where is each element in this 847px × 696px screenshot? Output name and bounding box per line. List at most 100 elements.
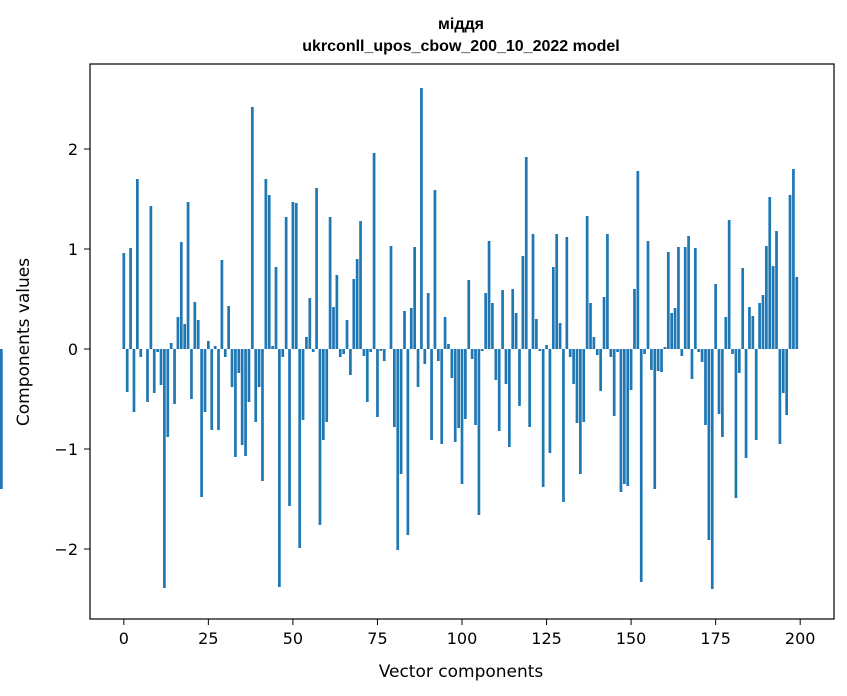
bar-component-12 <box>163 349 166 588</box>
bar-component-170 <box>697 349 701 352</box>
bar-component-77 <box>382 349 386 361</box>
bar-component-17 <box>179 242 183 349</box>
bar-component-112 <box>501 290 504 349</box>
bar-component-191 <box>768 197 772 349</box>
bar-component-176 <box>717 349 721 414</box>
bar-component-34 <box>237 349 241 373</box>
bar-component-179 <box>727 220 731 349</box>
bar-component-147 <box>619 349 623 492</box>
bar-component-162 <box>670 313 674 349</box>
bar-component-197 <box>788 195 792 349</box>
bar-component-127 <box>551 267 555 349</box>
bar-component-138 <box>589 303 592 349</box>
bar-component-166 <box>683 247 687 349</box>
x-tick-label: 200 <box>785 629 816 648</box>
bar-component-107 <box>484 293 488 349</box>
bar-component-55 <box>308 298 312 349</box>
bar-component-141 <box>599 349 603 391</box>
bar-component-67 <box>349 349 352 375</box>
bar-component-52 <box>298 349 302 548</box>
bar-component-134 <box>575 349 579 423</box>
bar-component-151 <box>633 289 636 349</box>
bar-component-144 <box>609 349 613 357</box>
bar-component-188 <box>758 303 761 349</box>
bar-component-130 <box>562 349 565 502</box>
bar-component-56 <box>311 349 315 352</box>
bar-component-128 <box>555 234 559 349</box>
bar-component-174 <box>710 349 714 589</box>
x-tick-label: 150 <box>616 629 647 648</box>
bar-component-7 <box>146 349 149 402</box>
x-axis-ticks: 0 25 50 75 100 125 150 175 200 <box>119 619 816 648</box>
bar-component-46 <box>278 349 281 587</box>
bar-component-129 <box>558 323 562 349</box>
y-axis-ticks: −2 −1 0 1 2 <box>54 140 90 559</box>
bar-component-5 <box>139 349 143 357</box>
bar-component-110 <box>494 349 498 380</box>
bar-component-184 <box>744 349 748 458</box>
bar-component-10 <box>156 349 159 352</box>
chart-subtitle: ukrconll_upos_cbow_200_10_2022 model <box>302 38 619 55</box>
bar-component-81 <box>396 349 400 550</box>
bar-component-181 <box>734 349 738 498</box>
y-tick-label: −1 <box>54 440 78 459</box>
bar-component-109 <box>491 303 494 349</box>
x-tick-label: 175 <box>700 629 731 648</box>
bar-component-9 <box>152 349 156 393</box>
bar-component-13 <box>166 349 170 437</box>
bar-component-66 <box>345 320 349 349</box>
chart-title: міддя <box>438 16 484 33</box>
bar-component-92 <box>433 190 437 349</box>
bar-component-190 <box>765 246 768 349</box>
bar-component-21 <box>193 302 197 349</box>
bar-component-1 <box>125 349 129 392</box>
bar-component-153 <box>639 349 643 582</box>
bar-component-187 <box>754 349 758 440</box>
bar-component-98 <box>453 349 457 442</box>
bar-component-160 <box>663 347 667 349</box>
bar-component-27 <box>213 346 217 349</box>
bar-component-undefined <box>0 349 3 489</box>
bar-component-3 <box>132 349 136 412</box>
bar-component-135 <box>579 349 582 474</box>
bar-component-62 <box>332 307 335 349</box>
bar-component-119 <box>524 157 528 349</box>
bar-component-73 <box>369 349 373 352</box>
bar-component-158 <box>656 349 660 371</box>
y-tick-label: 2 <box>68 140 78 159</box>
bar-component-51 <box>294 203 298 349</box>
bar-component-116 <box>514 313 518 349</box>
bar-component-165 <box>680 349 684 356</box>
bar-component-60 <box>325 349 329 422</box>
bar-component-0 <box>122 253 126 349</box>
bar-component-53 <box>301 349 305 420</box>
x-tick-label: 0 <box>119 629 129 648</box>
bar-component-82 <box>399 349 403 474</box>
bar-component-146 <box>616 349 619 352</box>
y-tick-label: 0 <box>68 340 78 359</box>
bar-component-75 <box>376 349 379 417</box>
bar-component-168 <box>690 349 694 379</box>
x-axis-label: Vector components <box>379 662 544 682</box>
bar-component-140 <box>595 349 599 355</box>
bar-component-175 <box>714 284 717 349</box>
bar-component-94 <box>440 349 444 444</box>
bar-component-106 <box>480 349 484 351</box>
bar-component-79 <box>389 246 393 349</box>
bar-component-65 <box>342 349 345 354</box>
bar-component-105 <box>477 349 481 515</box>
bar-component-37 <box>247 349 251 402</box>
bar-component-91 <box>430 349 433 440</box>
bar-component-41 <box>261 349 264 481</box>
bar-component-132 <box>568 349 572 357</box>
bar-component-103 <box>470 349 474 359</box>
bar-component-42 <box>264 179 268 349</box>
y-tick-label: −2 <box>54 540 78 559</box>
bar-component-11 <box>159 349 163 385</box>
bar-component-25 <box>207 341 210 349</box>
bar-component-57 <box>315 188 318 349</box>
bar-component-161 <box>666 252 670 349</box>
bar-component-133 <box>572 349 575 384</box>
bar-component-159 <box>660 349 663 372</box>
